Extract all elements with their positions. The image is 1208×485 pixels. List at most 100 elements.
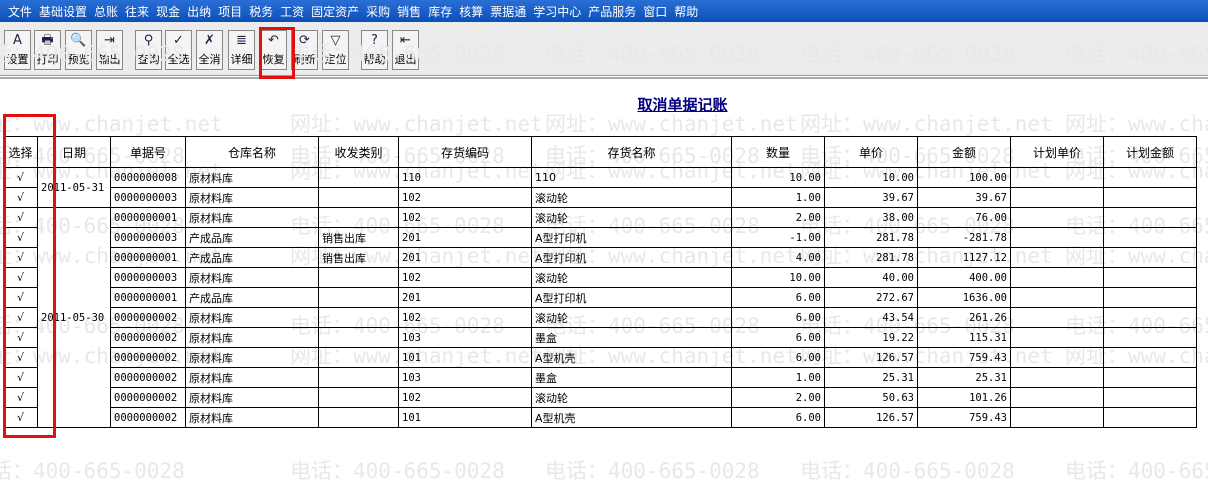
menu-item[interactable]: 基础设置	[39, 4, 88, 19]
toolbar-label: 刷新	[293, 53, 316, 66]
select-checkmark[interactable]: √	[3, 407, 38, 428]
toolbar-button-5[interactable]: ✓ 全选	[165, 30, 192, 70]
column-header[interactable]: 单据号	[110, 136, 186, 168]
table-row[interactable]: √ 2011-05-30 0000000001 原材料库 102 滚动轮 2.00 38.00…	[3, 207, 1197, 428]
toolbar-button-1[interactable]: 🖶 打印	[34, 30, 61, 70]
menu-item[interactable]: 票据通	[490, 4, 527, 19]
menu-item[interactable]: 产品服务	[588, 4, 637, 19]
toolbar-button-8[interactable]: ↶ 恢复	[260, 30, 287, 70]
toolbar-button-6[interactable]: ✗ 全消	[196, 30, 223, 70]
menu-item[interactable]: 项目	[218, 4, 243, 19]
menu-item[interactable]: 库存	[428, 4, 453, 19]
menu-item[interactable]: 销售	[397, 4, 422, 19]
select-all-icon: ✓	[173, 33, 184, 48]
toolbar-label: 帮助	[363, 53, 386, 66]
toolbar-button-10[interactable]: ▽ 定位	[322, 30, 349, 70]
plan-price-cell	[1010, 267, 1104, 288]
type-cell	[318, 407, 399, 428]
column-header[interactable]: 选择	[3, 136, 38, 168]
warehouse-cell: 原材料库	[185, 347, 319, 368]
select-checkmark[interactable]: √	[3, 287, 38, 308]
inventory-code-cell: 103	[398, 367, 532, 388]
menu-item[interactable]: 工资	[280, 4, 305, 19]
warehouse-cell: 原材料库	[185, 387, 319, 408]
menu-item[interactable]: 往来	[125, 4, 150, 19]
menu-item[interactable]: 出纳	[187, 4, 212, 19]
table-row[interactable]: √ 2011-05-31 0000000008 原材料库 110 110 10.00 10.0…	[3, 167, 1197, 208]
inventory-code-cell: 110	[398, 167, 532, 188]
select-checkmark[interactable]: √	[3, 367, 38, 388]
quantity-cell: 2.00	[731, 387, 825, 408]
column-header[interactable]: 计划金额	[1103, 136, 1197, 168]
quantity-cell: 10.00	[731, 267, 825, 288]
plan-price-cell	[1010, 287, 1104, 308]
toolbar-button-9[interactable]: ⟳ 刷新	[291, 30, 318, 70]
menu-item[interactable]: 帮助	[674, 4, 699, 19]
toolbar-button-4[interactable]: ⚲ 查询	[135, 30, 162, 70]
inventory-name-cell: 滚动轮	[531, 387, 732, 408]
column-header[interactable]: 收发类别	[318, 136, 399, 168]
toolbar-button-3[interactable]: ⇥ 输出	[96, 30, 123, 70]
toolbar-button-7[interactable]: ≣ 详细	[228, 30, 255, 70]
menu-item[interactable]: 税务	[249, 4, 274, 19]
date-cell: 2011-05-31	[37, 167, 111, 208]
select-checkmark[interactable]: √	[3, 307, 38, 328]
table-row[interactable]: √ 0000000003 产成品库 销售出库 201 A型打印机 -1.00 281.78 -2…	[3, 227, 1197, 248]
column-header[interactable]: 计划单价	[1010, 136, 1104, 168]
unit-price-cell: 19.22	[824, 327, 918, 348]
plan-price-cell	[1010, 367, 1104, 388]
table-row[interactable]: √ 0000000003 原材料库 102 滚动轮 10.00 40.00 400.00	[3, 267, 1197, 288]
column-header[interactable]: 数量	[731, 136, 825, 168]
warehouse-cell: 产成品库	[185, 227, 319, 248]
table-row[interactable]: √ 0000000001 产成品库 销售出库 201 A型打印机 4.00 281.78 112…	[3, 247, 1197, 268]
select-checkmark[interactable]: √	[3, 227, 38, 248]
binoculars-icon: ⚲	[143, 33, 154, 48]
menu-item[interactable]: 学习中心	[533, 4, 582, 19]
menu-item[interactable]: 采购	[366, 4, 391, 19]
toolbar-button-2[interactable]: 🔍 预览	[65, 30, 92, 70]
column-header[interactable]: 单价	[824, 136, 918, 168]
column-header[interactable]: 仓库名称	[185, 136, 319, 168]
table-row[interactable]: √ 0000000001 产成品库 201 A型打印机 6.00 272.67 1636.00	[3, 287, 1197, 308]
menu-item[interactable]: 现金	[156, 4, 181, 19]
table-row[interactable]: √ 0000000002 原材料库 102 滚动轮 6.00 43.54 261.26	[3, 307, 1197, 328]
select-checkmark[interactable]: √	[3, 167, 38, 188]
table-row[interactable]: √ 0000000002 原材料库 102 滚动轮 2.00 50.63 101.26	[3, 387, 1197, 408]
select-checkmark[interactable]: √	[3, 387, 38, 408]
plan-price-cell	[1010, 187, 1104, 208]
select-checkmark[interactable]: √	[3, 327, 38, 348]
select-checkmark[interactable]: √	[3, 187, 38, 208]
table-row[interactable]: √ 0000000002 原材料库 103 墨盒 1.00 25.31 25.31	[3, 367, 1197, 388]
plan-amount-cell	[1103, 347, 1197, 368]
toolbar-button-0[interactable]: A 设置	[4, 30, 31, 70]
menu-item[interactable]: 固定资产	[311, 4, 360, 19]
column-header[interactable]: 存货名称	[531, 136, 732, 168]
type-cell	[318, 327, 399, 348]
select-checkmark[interactable]: √	[3, 267, 38, 288]
table-row[interactable]: √ 0000000003 原材料库 102 滚动轮 1.00 39.67 39.67	[3, 187, 1197, 208]
select-checkmark[interactable]: √	[3, 207, 38, 228]
plan-amount-cell	[1103, 287, 1197, 308]
plan-price-cell	[1010, 387, 1104, 408]
menu-item[interactable]: 总账	[94, 4, 119, 19]
menu-item[interactable]: 窗口	[643, 4, 668, 19]
unit-price-cell: 281.78	[824, 227, 918, 248]
amount-cell: 261.26	[917, 307, 1011, 328]
column-header[interactable]: 金额	[917, 136, 1011, 168]
column-header[interactable]: 日期	[37, 136, 111, 168]
menu-item[interactable]: 文件	[8, 4, 33, 19]
table-row[interactable]: √ 0000000002 原材料库 103 墨盒 6.00 19.22 115.31	[3, 327, 1197, 348]
unit-price-cell: 126.57	[824, 407, 918, 428]
select-checkmark[interactable]: √	[3, 347, 38, 368]
plan-amount-cell	[1103, 187, 1197, 208]
menu-item[interactable]: 核算	[459, 4, 484, 19]
toolbar-button-11[interactable]: ? 帮助	[361, 30, 388, 70]
quantity-cell: -1.00	[731, 227, 825, 248]
amount-cell: 39.67	[917, 187, 1011, 208]
table-row[interactable]: √ 0000000002 原材料库 101 A型机壳 6.00 126.57 759.43	[3, 407, 1197, 428]
toolbar-button-12[interactable]: ⇤ 退出	[392, 30, 419, 70]
select-checkmark[interactable]: √	[3, 247, 38, 268]
table-row[interactable]: √ 0000000002 原材料库 101 A型机壳 6.00 126.57 759.43	[3, 347, 1197, 368]
inventory-name-cell: A型机壳	[531, 407, 732, 428]
column-header[interactable]: 存货编码	[398, 136, 532, 168]
